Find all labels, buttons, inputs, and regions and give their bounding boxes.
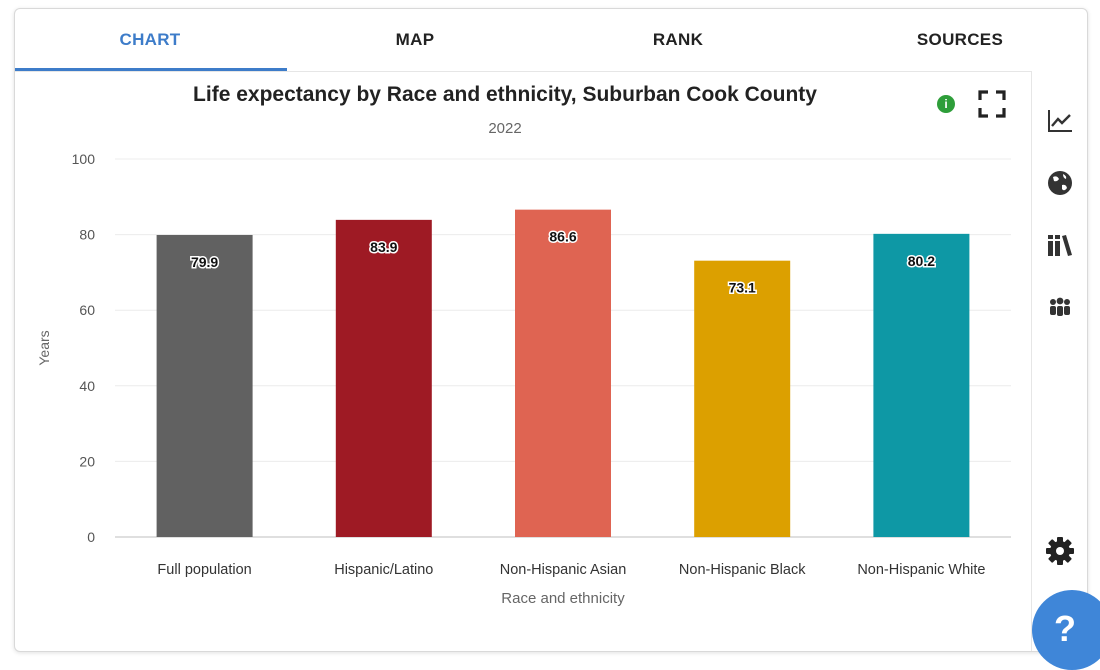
people-icon[interactable] <box>1044 291 1076 323</box>
globe-icon[interactable] <box>1044 167 1076 199</box>
data-label: 73.1 <box>729 280 756 296</box>
x-tick-label: Non-Hispanic Black <box>679 562 806 578</box>
sidebar <box>1031 71 1087 651</box>
fullscreen-icon[interactable] <box>977 89 1007 119</box>
x-tick-label: Non-Hispanic White <box>857 562 985 578</box>
chart-subtitle: 2022 <box>488 120 522 137</box>
help-label: ? <box>1054 608 1076 649</box>
x-tick-label: Hispanic/Latino <box>334 562 433 578</box>
active-tab-indicator <box>15 68 287 71</box>
y-tick-label: 100 <box>72 151 96 167</box>
y-tick-label: 40 <box>79 378 95 394</box>
data-label: 79.9 <box>191 254 218 270</box>
tab-map[interactable]: MAP <box>395 30 435 49</box>
y-axis-label: Years <box>36 330 52 365</box>
bar <box>694 260 791 537</box>
books-icon[interactable] <box>1044 229 1076 261</box>
bar <box>515 209 611 538</box>
x-tick-label: Non-Hispanic Asian <box>500 562 627 578</box>
bar-chart: 0 20 40 60 80 100 Years 79.9 Full population 83.9… <box>36 151 1011 607</box>
chart-card: CHART MAP RANK SOURCES Life expectancy b… <box>14 8 1088 652</box>
x-tick-label: Full population <box>157 562 251 578</box>
gear-icon[interactable] <box>1044 535 1076 567</box>
line-chart-icon[interactable] <box>1044 105 1076 137</box>
help-button[interactable]: ? <box>1032 590 1100 670</box>
chart-title: Life expectancy by Race and ethnicity, S… <box>193 83 817 106</box>
tab-sources[interactable]: SOURCES <box>916 30 1004 49</box>
tab-bar: CHART MAP RANK SOURCES <box>15 9 1087 72</box>
bar <box>335 219 432 537</box>
data-label: 80.2 <box>908 253 935 269</box>
bar <box>873 233 970 537</box>
y-tick-label: 20 <box>79 453 95 469</box>
x-axis-label: Race and ethnicity <box>501 590 625 607</box>
data-label: 83.9 <box>370 239 397 255</box>
y-tick-label: 60 <box>79 302 95 318</box>
y-tick-label: 0 <box>87 529 95 545</box>
y-tick-label: 80 <box>79 227 95 243</box>
tab-chart[interactable]: CHART <box>119 30 181 49</box>
bar <box>156 234 253 537</box>
info-icon[interactable]: i <box>937 95 955 113</box>
tab-rank[interactable]: RANK <box>652 30 704 49</box>
data-label: 86.6 <box>549 229 576 245</box>
